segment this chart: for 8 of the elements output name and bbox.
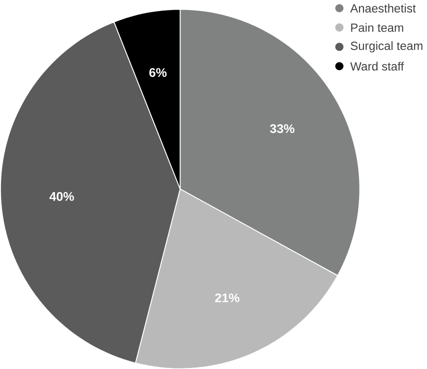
legend-label: Pain team bbox=[351, 23, 404, 32]
data-label: 6% bbox=[149, 68, 167, 77]
data-label: 40% bbox=[49, 192, 74, 201]
data-label: 33% bbox=[270, 124, 294, 134]
legend-label: Anaesthetist bbox=[350, 4, 416, 13]
data-label: 21% bbox=[215, 293, 240, 302]
legend-label: Surgical team bbox=[350, 41, 422, 52]
legend-label: Ward staff bbox=[350, 62, 404, 71]
